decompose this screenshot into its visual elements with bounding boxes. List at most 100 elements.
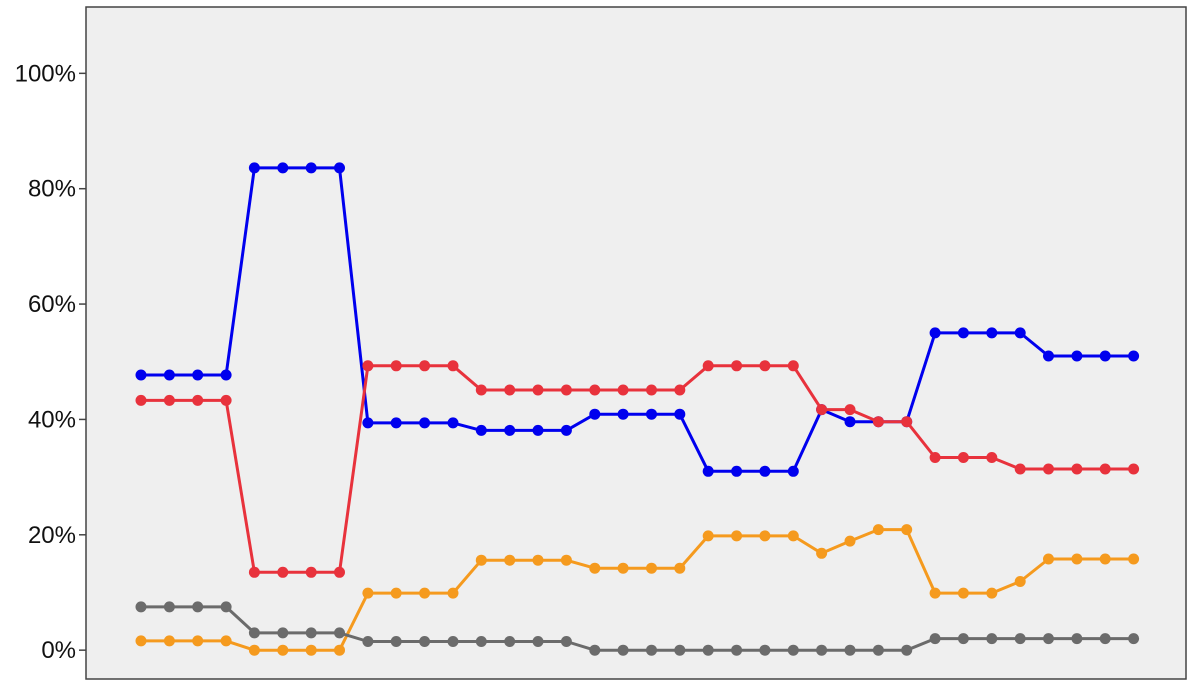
data-point — [589, 644, 601, 656]
data-point — [816, 547, 828, 559]
data-point — [135, 394, 147, 406]
y-tick-label: 0% — [41, 637, 76, 664]
data-point — [872, 524, 884, 536]
data-point — [532, 424, 544, 436]
data-point — [844, 404, 856, 416]
data-point — [248, 644, 260, 656]
data-point — [390, 360, 402, 372]
data-point — [1128, 350, 1140, 362]
data-point — [220, 635, 232, 647]
data-point — [560, 554, 572, 566]
data-point — [220, 369, 232, 381]
data-point — [475, 384, 487, 396]
data-point — [731, 644, 743, 656]
data-point — [419, 636, 431, 647]
data-point — [901, 524, 913, 536]
data-point — [334, 644, 345, 656]
data-point — [277, 162, 289, 174]
data-point — [617, 408, 629, 420]
data-point — [1128, 633, 1140, 645]
data-point — [702, 530, 714, 542]
data-point — [1071, 553, 1083, 565]
data-point — [390, 587, 402, 599]
data-point — [419, 360, 431, 372]
data-point — [986, 587, 998, 599]
series-4 — [135, 601, 1140, 656]
data-point — [1014, 327, 1026, 339]
y-tick-label: 100% — [15, 60, 76, 87]
data-point — [816, 404, 828, 416]
y-axis: 0% 20% 40% 60% 80% 100% — [15, 60, 86, 664]
data-point — [1099, 553, 1111, 565]
data-point — [475, 636, 487, 647]
series-layer — [135, 162, 1140, 656]
data-point — [220, 601, 232, 613]
data-point — [674, 644, 686, 656]
data-point — [872, 644, 884, 656]
data-point — [305, 627, 317, 639]
y-tick-label: 80% — [28, 176, 76, 203]
data-point — [929, 633, 941, 645]
data-point — [135, 369, 147, 381]
data-point — [532, 384, 544, 396]
data-point — [192, 394, 204, 406]
data-point — [447, 636, 459, 647]
data-point — [759, 360, 771, 372]
data-point — [1014, 576, 1026, 587]
data-point — [334, 566, 345, 578]
data-point — [646, 562, 657, 574]
data-point — [163, 394, 175, 406]
data-point — [163, 635, 175, 647]
data-point — [844, 416, 856, 428]
data-point — [702, 644, 714, 656]
data-point — [334, 627, 345, 639]
data-point — [447, 417, 459, 429]
data-point — [1043, 463, 1054, 475]
data-point — [248, 566, 260, 578]
data-point — [674, 384, 686, 396]
data-point — [419, 587, 431, 599]
data-point — [419, 417, 431, 429]
data-point — [929, 452, 941, 463]
data-point — [305, 644, 317, 656]
data-point — [504, 424, 516, 436]
data-point — [305, 162, 317, 174]
y-tick-label: 40% — [28, 406, 76, 433]
data-point — [248, 162, 260, 174]
data-point — [901, 644, 913, 656]
data-point — [1043, 350, 1054, 362]
data-point — [731, 360, 743, 372]
data-point — [986, 452, 998, 463]
data-point — [277, 644, 289, 656]
data-point — [957, 587, 969, 599]
series-2 — [135, 360, 1140, 578]
data-point — [589, 408, 601, 420]
data-point — [475, 424, 487, 436]
series-3 — [135, 524, 1140, 656]
data-point — [220, 394, 232, 406]
data-point — [646, 644, 657, 656]
data-point — [759, 644, 771, 656]
y-tick-label: 20% — [28, 522, 76, 549]
data-point — [390, 417, 402, 429]
data-point — [163, 601, 175, 613]
data-point — [390, 636, 402, 647]
data-point — [305, 566, 317, 578]
data-point — [787, 530, 799, 542]
data-point — [957, 327, 969, 339]
data-point — [787, 644, 799, 656]
data-point — [362, 587, 374, 599]
data-point — [1043, 553, 1054, 565]
data-point — [192, 635, 204, 647]
data-point — [1099, 633, 1111, 645]
data-point — [872, 416, 884, 428]
data-point — [1128, 553, 1140, 565]
data-point — [957, 633, 969, 645]
data-point — [447, 360, 459, 372]
data-point — [192, 601, 204, 613]
data-point — [816, 644, 828, 656]
data-point — [759, 530, 771, 542]
data-point — [589, 384, 601, 396]
data-point — [731, 465, 743, 477]
